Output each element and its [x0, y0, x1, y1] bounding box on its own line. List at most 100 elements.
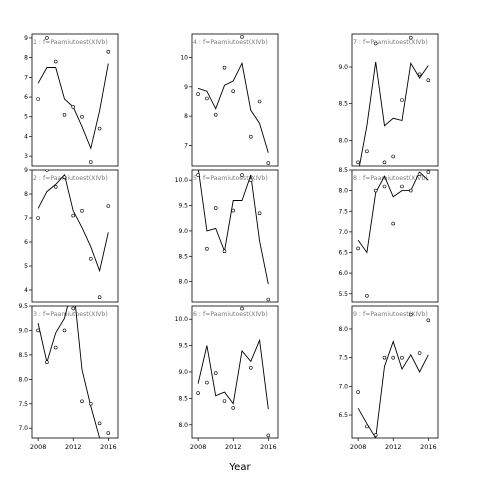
- y-tick-label: 8.5: [178, 253, 188, 260]
- data-point: [205, 96, 209, 101]
- data-point: [97, 126, 102, 131]
- data-point: [417, 72, 422, 77]
- data-point: [71, 213, 75, 218]
- data-point: [53, 59, 58, 64]
- panel-3: 7 : f=Paamiutoest(XIVb) 8.0 8.5 9.0: [338, 33, 439, 167]
- y-tick-label: 8.0: [338, 188, 348, 195]
- panel-strip-label: 1 : f=Paamiutoest(XIVb): [33, 39, 108, 46]
- data-point: [36, 97, 40, 101]
- data-point: [240, 173, 244, 177]
- panel-strip-label: 4 : f=Paamiutoest(XIVb): [193, 39, 268, 46]
- data-point: [258, 306, 261, 307]
- y-tick-label: 7.5: [338, 355, 348, 362]
- data-point: [266, 433, 271, 438]
- panel-frame: [31, 169, 119, 303]
- panel-frame: [191, 33, 279, 167]
- data-point: [417, 351, 422, 355]
- y-tick-label: 10.0: [175, 316, 189, 323]
- fit-line: [197, 61, 269, 153]
- panel-frame: [191, 169, 279, 303]
- data-point: [391, 355, 396, 360]
- x-tick-label: 2016: [260, 443, 277, 451]
- panel-strip-label: 8 : f=Paamiutoest(XIVb): [353, 175, 428, 182]
- y-tick-label: 8.0: [18, 376, 28, 383]
- y-tick-label: 6.5: [338, 412, 348, 419]
- fit-line: [197, 338, 269, 410]
- data-point: [53, 185, 58, 189]
- data-point: [222, 249, 227, 253]
- y-tick-label: 7: [184, 142, 188, 149]
- panel-frame: [351, 169, 439, 303]
- y-tick-label: 7: [24, 74, 28, 81]
- panel-6: 8 : f=Paamiutoest(XIVb) 5.5 6.0 6.5 7.0 7.5 8.…: [338, 167, 439, 303]
- data-point: [426, 78, 431, 82]
- y-tick-label: 7.5: [18, 401, 28, 408]
- panel-8: 6 : f=Paamiutoest(XIVb) 8.0 8.5 9.0 9.5 10.0 2…: [175, 305, 279, 451]
- panel-strip-label: 7 : f=Paamiutoest(XIVb): [353, 39, 428, 46]
- y-tick-label: 8.5: [338, 167, 348, 174]
- panel-5: 5 : f=Paamiutoest(XIVb) 8.0 8.5 9.0 9.5 10.0: [175, 169, 279, 303]
- data-point: [382, 160, 387, 165]
- y-tick-label: 8: [24, 191, 28, 198]
- data-point: [53, 345, 58, 350]
- y-tick-label: 4: [24, 133, 28, 140]
- y-tick-label: 10: [180, 54, 188, 61]
- data-point: [36, 216, 40, 220]
- y-tick-label: 9.5: [178, 203, 188, 210]
- data-point: [365, 293, 369, 298]
- data-point: [213, 112, 218, 117]
- panel-strip-label: 9 : f=Paamiutoest(XIVb): [353, 311, 428, 318]
- data-point: [89, 256, 93, 261]
- panel-4: 2 : f=Paamiutoest(XIVb) 4 5 6 7 8 9: [24, 167, 119, 303]
- x-tick-label: 2016: [100, 443, 117, 451]
- data-point: [80, 399, 84, 404]
- panel-strip-label: 2 : f=Paamiutoest(XIVb): [33, 175, 108, 182]
- panel-1: 1 : f=Paamiutoest(XIVb) 3 4 5 6 7 8 9: [24, 33, 119, 167]
- fit-line: [197, 170, 269, 285]
- y-tick-label: 7.0: [338, 229, 348, 236]
- y-tick-label: 7.0: [18, 425, 28, 432]
- data-point: [80, 114, 84, 119]
- y-tick-label: 9: [184, 84, 188, 91]
- data-point: [391, 154, 396, 159]
- y-tick-label: 7.0: [338, 383, 348, 390]
- data-point: [36, 328, 40, 333]
- y-tick-label: 6.5: [338, 250, 348, 257]
- data-point: [408, 312, 413, 317]
- x-tick-label: 2016: [420, 443, 437, 451]
- panel-frame: [31, 33, 119, 167]
- data-point: [356, 246, 360, 251]
- data-point: [97, 421, 102, 426]
- data-point: [62, 113, 67, 117]
- y-tick-label: 6.0: [338, 270, 348, 277]
- data-point: [89, 160, 93, 164]
- fit-line: [37, 306, 101, 438]
- y-tick-label: 9.0: [178, 228, 188, 235]
- y-tick-label: 9: [24, 35, 28, 42]
- y-tick-label: 3: [24, 153, 28, 160]
- data-point: [231, 208, 235, 213]
- y-tick-label: 9: [24, 167, 28, 174]
- data-point: [106, 204, 111, 208]
- y-tick-label: 9.0: [178, 369, 188, 376]
- data-point: [45, 170, 49, 172]
- data-point: [196, 391, 200, 395]
- y-tick-label: 8: [184, 113, 188, 120]
- panel-frame: [351, 33, 439, 167]
- data-point: [231, 89, 235, 93]
- panel-strip-label: 6 : f=Paamiutoest(XIVb): [193, 311, 268, 318]
- data-point: [356, 390, 360, 394]
- y-tick-label: 8.0: [338, 137, 348, 144]
- y-tick-label: 9.0: [338, 64, 348, 71]
- data-point: [426, 170, 431, 174]
- data-point: [97, 295, 102, 300]
- data-point: [266, 161, 271, 165]
- data-point: [106, 49, 111, 54]
- data-point: [400, 355, 404, 360]
- data-point: [266, 297, 271, 302]
- data-point: [222, 65, 227, 70]
- x-tick-label: 2012: [65, 443, 82, 451]
- y-tick-label: 7: [24, 215, 28, 222]
